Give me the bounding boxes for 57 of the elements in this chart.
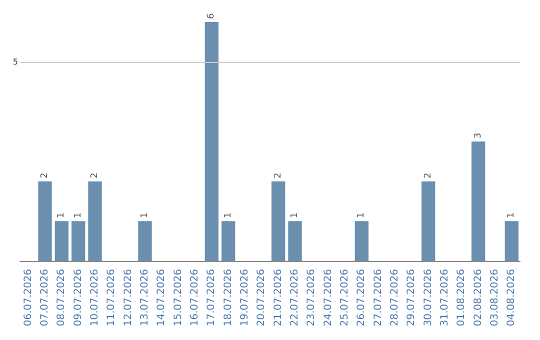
bar bbox=[38, 181, 52, 261]
bar bbox=[288, 221, 302, 261]
x-tick-label: 21.07.2026 bbox=[272, 269, 284, 326]
x-tick-label: 17.07.2026 bbox=[206, 269, 218, 326]
x-tick-label: 29.07.2026 bbox=[406, 269, 418, 326]
data-label: 2 bbox=[423, 172, 434, 178]
bar bbox=[138, 221, 152, 261]
data-label: 6 bbox=[206, 13, 217, 19]
x-tick-label: 25.07.2026 bbox=[340, 269, 350, 326]
bar bbox=[54, 221, 68, 261]
data-label: 1 bbox=[73, 212, 84, 218]
data-label: 3 bbox=[473, 132, 484, 138]
x-tick-label: 27.07.2026 bbox=[372, 269, 384, 326]
x-tick-label: 07.07.2026 bbox=[40, 269, 50, 326]
x-tick-label: 08.07.2026 bbox=[56, 269, 68, 326]
bar bbox=[222, 221, 236, 261]
data-label: 1 bbox=[223, 212, 234, 218]
x-tick-label: 31.07.2026 bbox=[440, 269, 450, 326]
x-tick-label: 18.07.2026 bbox=[222, 269, 234, 326]
x-tick-label: 12.07.2026 bbox=[122, 269, 134, 326]
bar bbox=[422, 181, 436, 261]
x-tick-label: 06.07.2026 bbox=[22, 269, 34, 326]
ref-line-label: 5 bbox=[12, 57, 18, 66]
x-tick-label: 16.07.2026 bbox=[190, 269, 200, 326]
x-tick-label: 02.08.2026 bbox=[472, 269, 484, 326]
data-label: 1 bbox=[56, 212, 67, 218]
x-tick-label: 04.08.2026 bbox=[506, 269, 518, 326]
bar bbox=[88, 181, 102, 261]
data-label: 2 bbox=[40, 172, 50, 178]
x-tick-label: 10.07.2026 bbox=[90, 269, 100, 326]
bar bbox=[504, 221, 518, 261]
data-label: 1 bbox=[140, 212, 150, 218]
x-tick-label: 03.08.2026 bbox=[490, 269, 500, 326]
x-tick-label: 19.07.2026 bbox=[240, 269, 250, 326]
bar bbox=[472, 142, 486, 261]
data-label: 1 bbox=[290, 212, 300, 218]
x-tick-label: 14.07.2026 bbox=[156, 269, 168, 326]
x-tick-label: 28.07.2026 bbox=[390, 269, 400, 326]
x-tick-label: 15.07.2026 bbox=[172, 269, 184, 326]
bar bbox=[272, 181, 286, 261]
x-tick-label: 22.07.2026 bbox=[290, 269, 300, 326]
bar bbox=[354, 221, 368, 261]
x-tick-label: 23.07.2026 bbox=[306, 269, 318, 326]
bar bbox=[72, 221, 86, 261]
x-tick-label: 09.07.2026 bbox=[72, 269, 84, 326]
x-tick-label: 20.07.2026 bbox=[256, 269, 268, 326]
data-label: 2 bbox=[90, 172, 100, 178]
bar bbox=[204, 22, 218, 261]
x-tick-label: 24.07.2026 bbox=[322, 269, 334, 326]
x-tick-label: 11.07.2026 bbox=[106, 269, 118, 326]
data-label: 1 bbox=[356, 212, 367, 218]
x-tick-label: 01.08.2026 bbox=[456, 269, 468, 326]
x-tick-label: 30.07.2026 bbox=[422, 269, 434, 326]
x-tick-label: 26.07.2026 bbox=[356, 269, 368, 326]
data-label: 2 bbox=[273, 172, 284, 178]
x-tick-label: 13.07.2026 bbox=[140, 269, 150, 326]
data-label: 1 bbox=[506, 212, 517, 218]
